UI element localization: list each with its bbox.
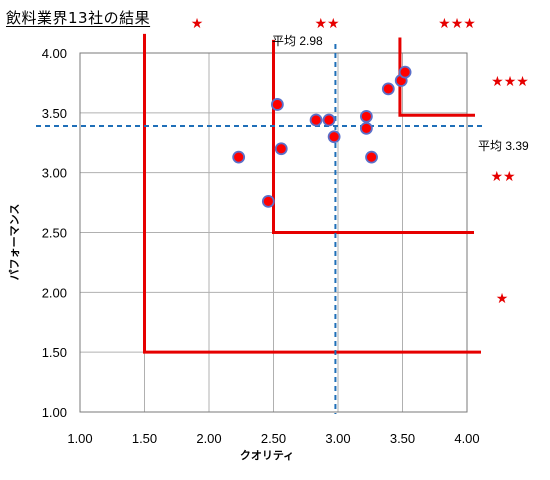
x-tick-label: 4.00 [454, 431, 479, 446]
tier-boundaries [143, 33, 481, 354]
average-x-label: 平均 2.98 [272, 34, 323, 48]
average-lines [36, 44, 482, 414]
star-rating-label: ★★★ [438, 15, 476, 31]
y-tick-label: 2.00 [42, 285, 67, 300]
data-point [322, 113, 336, 127]
x-tick-label: 3.50 [390, 431, 415, 446]
data-point [261, 194, 275, 208]
y-axis-label: パフォーマンス [8, 204, 21, 281]
chart-title: 飲料業界13社の結果 [6, 9, 151, 27]
x-axis-ticks: 1.00 1.50 2.00 2.50 3.00 3.50 4.00 [67, 431, 479, 446]
x-tick-label: 2.00 [196, 431, 221, 446]
tier-boundary-line [398, 37, 475, 117]
average-y-label: 平均 3.39 [478, 139, 529, 153]
data-point [359, 110, 373, 123]
data-point [309, 113, 323, 127]
y-tick-label: 4.00 [42, 46, 67, 61]
y-tick-label: 1.50 [42, 345, 67, 360]
data-points [232, 65, 412, 208]
star-ratings: ★ ★★ ★★★★★★★★★ [191, 15, 529, 306]
star-rating-label: ★★ [490, 168, 515, 184]
star-rating-label: ★★★ [491, 73, 529, 89]
data-point [359, 121, 373, 135]
x-tick-label: 2.50 [261, 431, 286, 446]
y-tick-label: 3.50 [42, 106, 67, 121]
tier-boundary-line [272, 39, 474, 234]
y-tick-label: 3.00 [42, 166, 67, 181]
y-axis-ticks: 1.00 1.50 2.00 2.50 3.00 3.50 4.00 [42, 46, 67, 420]
data-point [232, 150, 246, 164]
data-point [398, 65, 412, 79]
star-rating-label: ★ [496, 290, 509, 306]
x-tick-label: 3.00 [325, 431, 350, 446]
star-rating-label: ★ [191, 15, 204, 31]
star-rating-label: ★★ [314, 15, 339, 31]
data-point [270, 98, 284, 111]
tier-boundary-line [143, 33, 481, 354]
y-tick-label: 2.50 [42, 226, 67, 241]
data-point [381, 82, 395, 96]
data-point [365, 150, 378, 164]
y-tick-label: 1.00 [42, 405, 67, 420]
data-point [327, 130, 341, 144]
x-tick-label: 1.00 [67, 431, 92, 446]
x-tick-label: 1.50 [132, 431, 157, 446]
x-axis-label: クオリティ [240, 449, 294, 462]
data-point [274, 142, 288, 156]
